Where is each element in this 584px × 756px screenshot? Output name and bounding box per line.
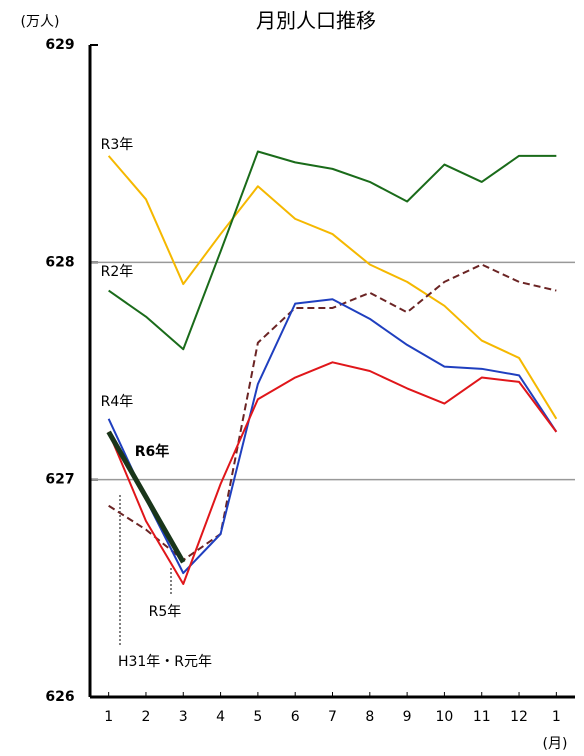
x-tick-label: 7 (328, 709, 337, 725)
x-tick-label: 2 (142, 709, 151, 725)
x-tick-label: 11 (473, 709, 491, 725)
series-line (107, 155, 558, 420)
series-line (107, 361, 558, 585)
x-tick-label: 3 (179, 709, 188, 725)
series-label: R4年 (101, 394, 134, 410)
x-tick-label: 12 (510, 709, 528, 725)
x-tick-label: 10 (436, 709, 454, 725)
y-tick-label: 628 (45, 254, 74, 270)
y-tick-label: 626 (45, 689, 74, 705)
series-line (106, 430, 186, 564)
series-label: R3年 (101, 137, 134, 153)
x-tick-label: 1 (104, 709, 113, 725)
y-tick-label: 627 (45, 472, 74, 488)
chart-title: 月別人口推移 (256, 9, 376, 33)
series-line (108, 150, 557, 351)
x-tick-label: 1 (552, 709, 561, 725)
series-label: R2年 (101, 264, 134, 280)
series-label: R6年 (135, 443, 170, 460)
series-line (107, 298, 558, 575)
x-tick-label: 8 (365, 709, 374, 725)
x-tick-label: 4 (216, 709, 225, 725)
x-tick-label: 6 (291, 709, 300, 725)
series-label: H31年・R元年 (118, 654, 212, 670)
y-unit: (万人) (21, 14, 60, 30)
x-tick-label: 9 (403, 709, 412, 725)
y-tick-label: 629 (45, 37, 74, 53)
series-line (108, 263, 557, 562)
x-tick-label: 5 (253, 709, 262, 725)
series-label: R5年 (149, 604, 182, 620)
x-unit: (月) (543, 736, 568, 752)
